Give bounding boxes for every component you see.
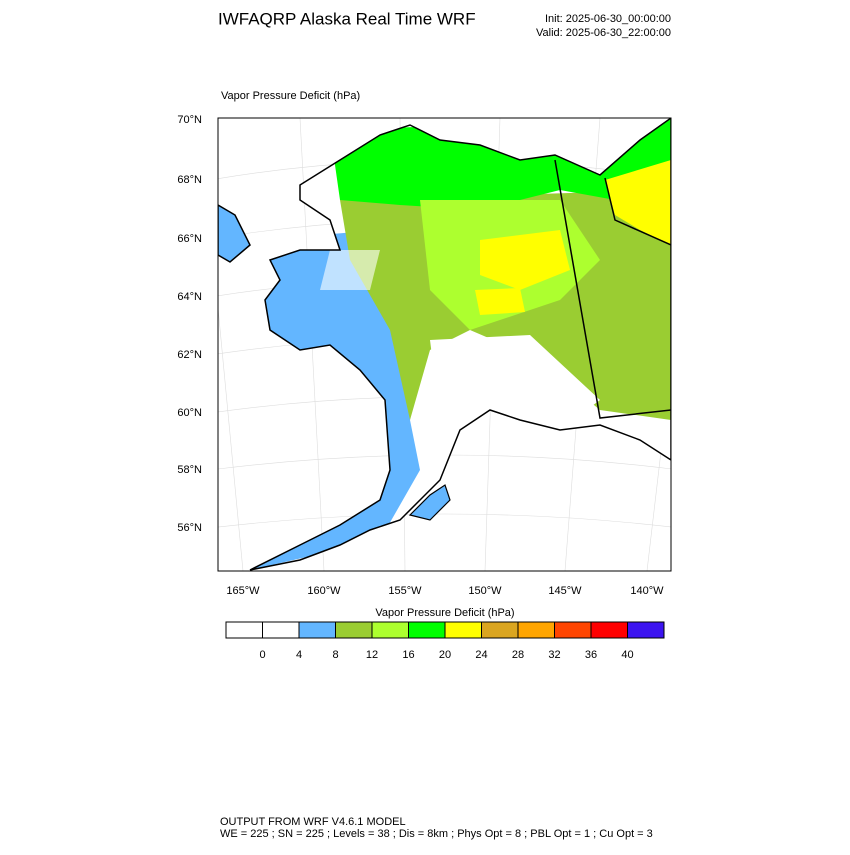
lat-label: 66°N [177,233,202,245]
colorbar-box [408,621,446,639]
lat-labels: 70°N 68°N 66°N 64°N 62°N 60°N 58°N 56°N [177,114,202,534]
colorbar-box [444,621,482,639]
colorbar-title: Vapor Pressure Deficit (hPa) [375,607,514,619]
footer-line: OUTPUT FROM WRF V4.6.1 MODEL [220,816,406,828]
colorbar-box [590,621,628,639]
lon-label: 140°W [630,585,664,597]
colorbar-box [262,621,300,639]
lon-label: 165°W [226,585,260,597]
lat-label: 56°N [177,522,202,534]
colorbar-tick-label: 28 [512,649,524,661]
colorbar: 0 4 8 12 16 20 24 28 32 36 40 [225,621,665,661]
map-title: Vapor Pressure Deficit (hPa) [221,90,360,102]
lon-label: 160°W [307,585,341,597]
lat-label: 68°N [177,174,202,186]
colorbar-tick-label: 0 [259,649,265,661]
lat-label: 64°N [177,291,202,303]
lat-label: 70°N [177,114,202,126]
title: IWFAQRP Alaska Real Time WRF [218,9,476,28]
colorbar-tick-label: 36 [585,649,597,661]
lon-label: 145°W [548,585,582,597]
colorbar-box [225,621,263,639]
init-time: Init: 2025-06-30_00:00:00 [545,13,671,25]
colorbar-tick-label: 8 [332,649,338,661]
valid-time: Valid: 2025-06-30_22:00:00 [536,27,671,39]
lat-label: 62°N [177,349,202,361]
colorbar-box [335,621,373,639]
colorbar-tick-label: 16 [402,649,414,661]
colorbar-box [481,621,519,639]
colorbar-box [517,621,555,639]
colorbar-tick-label: 24 [475,649,487,661]
lon-label: 155°W [388,585,422,597]
map-frame [217,117,672,572]
lat-label: 60°N [177,407,202,419]
colorbar-tick-label: 12 [366,649,378,661]
colorbar-box [371,621,409,639]
lon-label: 150°W [468,585,502,597]
colorbar-tick-label: 20 [439,649,451,661]
footer-line: WE = 225 ; SN = 225 ; Levels = 38 ; Dis … [220,828,653,840]
colorbar-tick-label: 32 [548,649,560,661]
lon-labels: 165°W 160°W 155°W 150°W 145°W 140°W [226,585,664,597]
colorbar-box [627,621,665,639]
colorbar-tick-label: 4 [296,649,302,661]
colorbar-tick-label: 40 [621,649,633,661]
lat-label: 58°N [177,464,202,476]
map [218,118,671,571]
colorbar-box [554,621,592,639]
colorbar-box [298,621,336,639]
